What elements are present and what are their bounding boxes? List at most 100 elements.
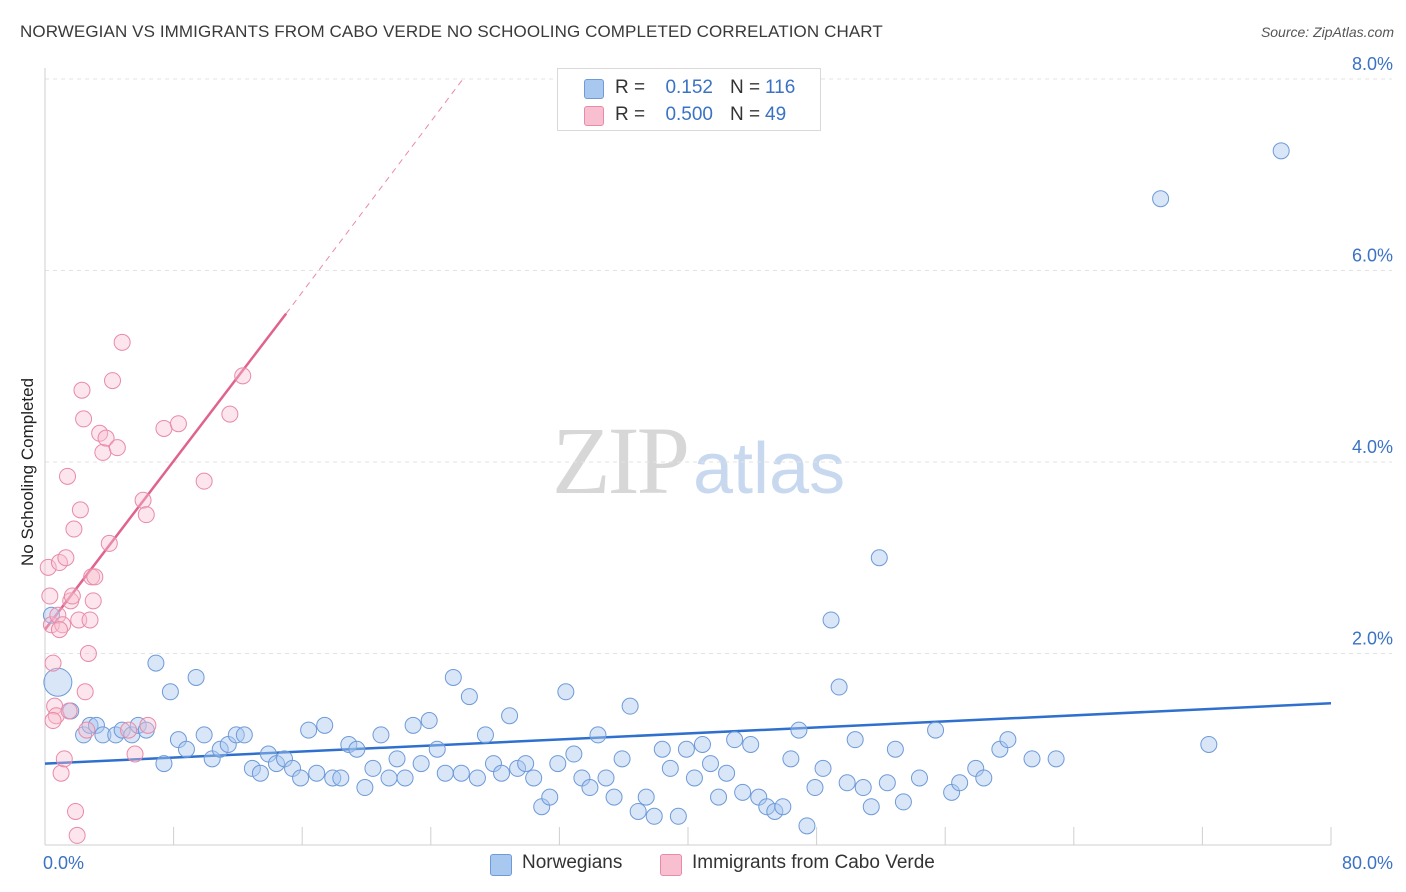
data-point-cabo-verde [76,683,94,701]
data-point-cabo-verde [52,764,70,782]
data-point-norwegians [766,802,784,820]
data-point-cabo-verde [59,467,77,485]
data-point-norwegians [838,774,856,792]
data-point-cabo-verde [54,616,72,634]
legend-r-label: R = [615,104,646,125]
data-point-norwegians [742,735,760,753]
data-point-norwegians [436,764,454,782]
data-point-norwegians [1047,750,1065,768]
data-point-norwegians [243,759,261,777]
data-point-norwegians [814,759,832,777]
data-point-norwegians [316,716,334,734]
data-point-norwegians [476,726,494,744]
legend-n-value: 116 [765,77,796,98]
trend-line-cabo-verde-extension [285,78,464,314]
data-point-norwegians [129,716,147,734]
data-point-norwegians [910,769,928,787]
axes [44,68,1332,846]
data-point-norwegians [790,721,808,739]
legend-swatch-norwegians [490,854,512,876]
data-point-norwegians [493,764,511,782]
data-point-cabo-verde [67,802,85,820]
data-point-cabo-verde [60,702,78,720]
data-point-norwegians [187,668,205,686]
trend-line-cabo-verde [44,312,288,631]
data-point-norwegians [94,726,112,744]
data-point-norwegians [308,764,326,782]
data-point-norwegians [501,707,519,725]
data-point-norwegians [444,668,462,686]
data-point-norwegians [798,817,816,835]
data-point-cabo-verde [113,333,131,351]
watermark-zip: ZIP [552,407,690,514]
legend-row-cabo-verde: R = 0.500 N = 49 [558,101,820,127]
legend-row-norwegians: R = 0.152 N = 116 [558,74,820,100]
data-point-norwegians [81,716,99,734]
data-point-norwegians [267,755,285,773]
legend-r-label: R = [615,77,646,98]
series-legend: Norwegians Immigrants from Cabo Verde [0,852,1406,878]
data-point-cabo-verde [65,520,83,538]
data-point-norwegians [87,716,105,734]
data-point-norwegians [251,764,269,782]
data-point-norwegians [862,798,880,816]
data-point-cabo-verde [55,750,73,768]
data-point-norwegians [396,769,414,787]
legend-swatch-norwegians [584,79,604,99]
data-point-cabo-verde [75,410,93,428]
data-point-cabo-verde [97,429,115,447]
data-point-cabo-verde [44,712,62,730]
data-point-norwegians [878,774,896,792]
data-point-norwegians [147,654,165,672]
data-point-norwegians [870,549,888,567]
data-point-norwegians [846,731,864,749]
data-point-cabo-verde [134,491,152,509]
data-point-norwegians [975,769,993,787]
data-point-norwegians [693,735,711,753]
data-point-norwegians [549,755,567,773]
y-tick-label: 4.0% [1352,437,1393,457]
chart-title: NORWEGIAN VS IMMIGRANTS FROM CABO VERDE … [20,22,883,41]
data-point-norwegians [597,769,615,787]
trend-line-norwegians [44,702,1332,765]
data-point-cabo-verde [104,372,122,390]
data-point-cabo-verde [234,367,252,385]
data-point-cabo-verde [139,716,157,734]
data-point-norwegians [452,764,470,782]
data-point-norwegians [541,788,559,806]
y-tick-label: 8.0% [1352,54,1393,74]
y-tick-label: 2.0% [1352,629,1393,649]
data-point-norwegians [677,740,695,758]
legend-n-label: N = [730,104,761,125]
watermark-atlas: atlas [693,429,846,509]
data-point-norwegians [734,783,752,801]
data-point-cabo-verde [50,621,68,639]
series-norwegians [42,142,1290,835]
data-point-norwegians [806,779,824,797]
data-point-norwegians [629,802,647,820]
data-point-cabo-verde [221,405,239,423]
data-point-norwegians [161,683,179,701]
x-tick-label: 80.0% [1342,853,1393,873]
data-point-norwegians [372,726,390,744]
data-point-norwegians [886,740,904,758]
data-point-cabo-verde [155,419,173,437]
data-point-norwegians [669,807,687,825]
data-point-cabo-verde [84,592,102,610]
series-cabo-verde [39,333,252,844]
data-point-norwegians [685,769,703,787]
data-point-cabo-verde [41,587,59,605]
legend-swatch-cabo-verde [660,854,682,876]
data-point-norwegians [927,721,945,739]
source-label: Source: ZipAtlas.com [1260,24,1394,40]
data-point-norwegians [420,712,438,730]
data-point-norwegians [340,735,358,753]
data-point-norwegians [661,759,679,777]
legend-n-value: 49 [765,104,787,125]
data-point-norwegians [235,726,253,744]
data-point-norwegians [1023,750,1041,768]
data-point-norwegians [468,769,486,787]
data-point-cabo-verde [169,415,187,433]
data-point-norwegians [364,759,382,777]
data-point-cabo-verde [86,568,104,586]
